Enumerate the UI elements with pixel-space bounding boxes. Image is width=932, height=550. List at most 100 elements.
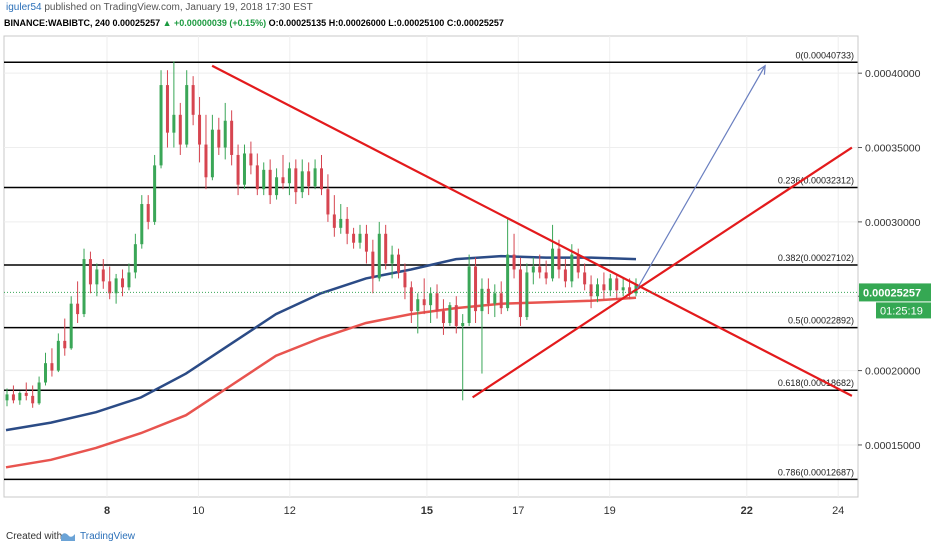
last-price-badge-text: 0.00025257	[863, 287, 921, 299]
candle-body	[50, 363, 54, 371]
candle-body	[275, 177, 279, 196]
candle-body	[461, 323, 465, 326]
candle-body	[352, 233, 356, 243]
candle-body	[127, 272, 131, 288]
last-price: 0.00025257	[112, 18, 161, 28]
candle-body	[223, 120, 227, 148]
candle-body	[384, 233, 388, 264]
candle-body	[531, 266, 535, 273]
candle-body	[172, 114, 176, 133]
tradingview-brand-link[interactable]: TradingView	[80, 531, 136, 542]
candle-body	[249, 153, 253, 166]
candle-body	[191, 85, 195, 115]
candle-body	[435, 293, 439, 312]
candle-body	[18, 392, 22, 401]
x-tick-label: 10	[192, 505, 204, 517]
candle-body	[24, 392, 28, 396]
publisher-name[interactable]: iguler54	[6, 2, 42, 13]
candle-body	[339, 218, 343, 228]
candle-body	[595, 284, 599, 297]
symbol-info-bar: BINANCE:WABIBTC, 240 0.00025257 ▲ +0.000…	[4, 18, 504, 28]
candle-body	[570, 254, 574, 282]
candle-body	[140, 204, 144, 245]
x-tick-label: 19	[604, 505, 616, 517]
countdown-badge	[876, 302, 931, 319]
candle-body	[262, 169, 266, 190]
candle-body	[480, 288, 484, 312]
projection-arrow[interactable]	[636, 65, 766, 290]
fib-level-label: 0.786(0.00012687)	[778, 467, 854, 477]
x-tick-label: 15	[421, 505, 433, 517]
candle-body	[518, 269, 522, 318]
candle-body	[31, 395, 35, 404]
candle-body	[307, 171, 311, 187]
trendline[interactable]	[471, 146, 853, 399]
candle-body	[608, 278, 612, 291]
candle-body	[82, 259, 86, 315]
candle-body	[397, 254, 401, 273]
candle-body	[364, 233, 368, 252]
candle-body	[628, 287, 632, 294]
trendline[interactable]	[211, 64, 853, 397]
candle-body	[474, 266, 478, 312]
candle-body	[557, 248, 561, 270]
price-chart[interactable]: 0(0.00040733) 0.236(0.00032312) 0.382(0.00…	[0, 0, 932, 522]
candle-body	[133, 244, 137, 273]
candle-body	[217, 129, 221, 148]
candle-body	[332, 214, 336, 228]
candle-body	[44, 363, 48, 383]
candle-body	[551, 248, 555, 279]
candle-body	[76, 303, 80, 315]
tradingview-logo-icon	[61, 533, 75, 541]
candle-body	[467, 266, 471, 324]
candle-body	[268, 169, 272, 196]
ohlc-low: L:0.00025100	[388, 18, 445, 28]
candle-body	[538, 266, 542, 273]
candle-body	[69, 303, 73, 349]
candle-body	[300, 171, 304, 193]
x-tick-label: 12	[284, 505, 296, 517]
candle-body	[95, 269, 99, 285]
candle-body	[210, 129, 214, 178]
candle-body	[345, 218, 349, 234]
candle-body	[544, 272, 548, 279]
candle-body	[390, 254, 394, 264]
candle-body	[63, 340, 67, 349]
candle-body	[165, 85, 169, 133]
candle-body	[358, 233, 362, 243]
last-price-badge	[859, 283, 931, 302]
candle-body	[429, 293, 433, 306]
candle-body	[146, 204, 150, 222]
candle-body	[422, 299, 426, 306]
symbol-label: BINANCE:WABIBTC, 240	[4, 18, 111, 28]
candle-body	[371, 251, 375, 279]
created-with-label: Created with	[6, 531, 63, 542]
candle-body	[525, 272, 529, 318]
published-text: published on TradingView.com, January 19…	[44, 2, 313, 13]
x-tick-label: 8	[104, 505, 110, 517]
y-tick-label: 0.00040000	[865, 68, 921, 80]
candle-body	[499, 293, 503, 309]
publish-info: iguler54 published on TradingView.com, J…	[6, 2, 313, 13]
candle-body	[204, 144, 208, 178]
candle-body	[583, 272, 587, 285]
fib-level-label: 0.618(0.00018682)	[778, 378, 854, 388]
y-tick-label: 0.00020000	[865, 366, 921, 378]
candle-body	[242, 153, 246, 185]
candle-body	[198, 114, 202, 145]
candle-body	[506, 254, 510, 309]
candle-body	[563, 269, 567, 282]
candle-body	[486, 288, 490, 304]
moving-average-fast-line	[5, 254, 637, 432]
candle-body	[409, 287, 413, 312]
fib-level-label: 0(0.00040733)	[795, 50, 854, 60]
candle-body	[88, 259, 92, 285]
ohlc-open: O:0.00025135	[268, 18, 327, 28]
candle-body	[114, 278, 118, 294]
up-triangle-icon: ▲	[162, 18, 172, 28]
countdown-badge-text: 01:25:19	[880, 305, 923, 317]
candle-body	[602, 284, 606, 291]
moving-average-slow-line	[5, 296, 637, 469]
y-tick-label: 0.00015000	[865, 440, 921, 452]
candle-body	[37, 382, 41, 404]
